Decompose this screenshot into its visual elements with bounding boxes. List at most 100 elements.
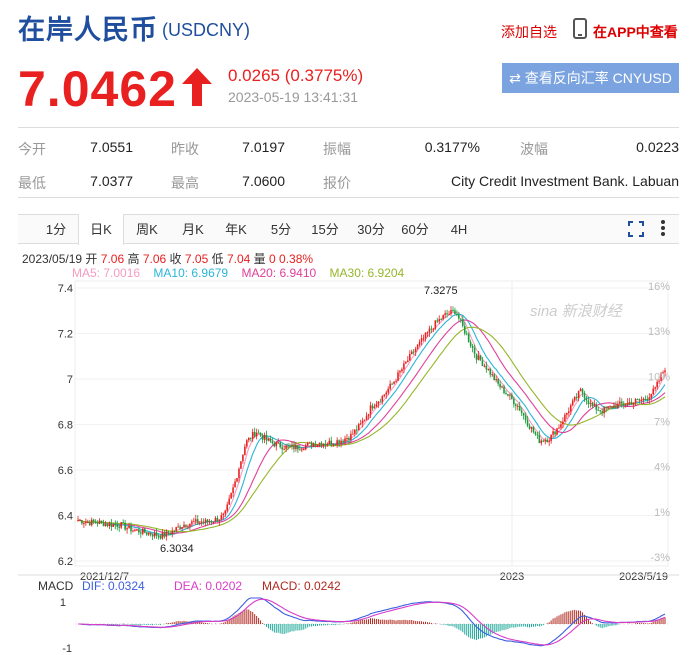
- candle-body: [573, 397, 576, 401]
- candle-body: [473, 347, 476, 354]
- candle-body: [575, 397, 578, 399]
- candle-body: [540, 440, 543, 444]
- tab-60min[interactable]: 60分: [401, 222, 429, 237]
- candle-body: [265, 435, 268, 441]
- candle-body: [660, 373, 662, 381]
- candle-body: [87, 522, 89, 524]
- x-tick-label: 2023/5/19: [619, 571, 668, 583]
- macd-title: MACD: [38, 579, 74, 593]
- candle-body: [495, 379, 497, 381]
- more-icon[interactable]: [660, 219, 666, 237]
- candle-body: [454, 310, 456, 314]
- candle-body: [493, 374, 496, 381]
- candle-body: [393, 381, 395, 384]
- ohlc-vol: 0: [269, 252, 276, 266]
- tab-4h[interactable]: 4H: [450, 222, 468, 237]
- macd-ytick: 1: [60, 597, 66, 609]
- ohlc-high-label: 高: [127, 252, 140, 266]
- candle-body: [149, 532, 152, 535]
- candle-body: [613, 405, 615, 409]
- candle-body: [444, 313, 446, 316]
- candle-body: [242, 454, 244, 462]
- candle-body: [287, 445, 289, 447]
- candle-body: [548, 440, 550, 442]
- candle-body: [350, 433, 352, 440]
- tab-1min[interactable]: 1分: [45, 222, 67, 237]
- tab-daily-k[interactable]: 日K: [78, 214, 124, 245]
- candle-body: [446, 313, 448, 315]
- candle-body: [556, 428, 558, 435]
- candle-body: [214, 517, 217, 523]
- kline-chart[interactable]: sina 新浪财经 7.4 7.2 7 6.8 6.6 6.4 6.2 16% 13% 10% 7…: [0, 278, 695, 655]
- candle-body: [379, 401, 382, 403]
- candle-body: [458, 314, 460, 319]
- candle-body: [357, 424, 360, 431]
- candle-body: [167, 531, 170, 534]
- candle-body: [187, 526, 189, 528]
- reverse-rate-button[interactable]: ⇄ 查看反向汇率 CNYUSD: [502, 63, 679, 93]
- candle-body: [155, 532, 158, 536]
- candle-body: [436, 320, 439, 322]
- candle-body: [273, 443, 276, 447]
- candle-body: [632, 402, 635, 405]
- candle-body: [143, 528, 146, 533]
- dif-line: [78, 597, 666, 647]
- ma5-label: MA5: 7.0016: [72, 266, 141, 280]
- candle-body: [505, 393, 507, 395]
- tab-yearly-k[interactable]: 年K: [225, 222, 247, 237]
- candle-body: [407, 360, 409, 362]
- fullscreen-icon[interactable]: [628, 221, 644, 237]
- candle-body: [126, 528, 128, 530]
- candle-body: [92, 519, 95, 522]
- candle-body: [261, 435, 264, 440]
- tab-5min[interactable]: 5分: [270, 222, 292, 237]
- y-tick-label: 7.4: [58, 283, 73, 295]
- ohlc-close: 7.05: [184, 252, 209, 266]
- candle-body: [481, 360, 484, 367]
- ohlc-close-label: 收: [169, 252, 182, 266]
- candle-body: [81, 520, 83, 524]
- candle-body: [377, 401, 380, 405]
- ohlc-date: 2023/05/19: [22, 252, 83, 266]
- candle-body: [410, 351, 413, 355]
- candle-body: [514, 404, 517, 406]
- tab-30min[interactable]: 30分: [357, 222, 385, 237]
- candle-body: [483, 365, 486, 367]
- add-favorite-button[interactable]: 添加自选: [501, 24, 557, 40]
- candle-body: [442, 315, 444, 320]
- candle-body: [434, 320, 437, 329]
- y-tick-label: 6.8: [58, 420, 73, 432]
- candle-body: [285, 445, 287, 449]
- candle-body: [283, 448, 285, 450]
- period-tabs: 1分 日K 周K 月K 年K 5分 15分 30分 60分 4H: [18, 214, 679, 245]
- candle-body: [354, 429, 356, 434]
- view-in-app-link[interactable]: 在APP中查看: [593, 24, 678, 40]
- candle-body: [414, 348, 417, 352]
- candle-body: [163, 532, 166, 537]
- candle-body: [587, 400, 590, 404]
- candle-body: [83, 523, 85, 525]
- candle-body: [293, 444, 295, 450]
- candle-body: [128, 525, 130, 529]
- candle-body: [359, 423, 362, 425]
- candle-body: [299, 449, 301, 451]
- candle-body: [218, 519, 221, 522]
- candle-body: [114, 524, 117, 526]
- candle-body: [640, 399, 643, 401]
- candle-body: [522, 412, 525, 416]
- stat-label-range: 波幅: [520, 141, 548, 157]
- candle-body: [226, 504, 229, 511]
- tab-monthly-k[interactable]: 月K: [182, 222, 204, 237]
- macd-dea: DEA: 0.0202: [174, 579, 242, 593]
- tab-weekly-k[interactable]: 周K: [136, 222, 158, 237]
- tab-15min[interactable]: 15分: [311, 222, 339, 237]
- stat-label-open: 今开: [18, 141, 46, 157]
- candle-body: [106, 523, 109, 526]
- candle-body: [310, 442, 313, 447]
- candle-body: [591, 402, 594, 407]
- phone-icon[interactable]: [573, 18, 587, 39]
- candle-body: [420, 338, 423, 342]
- candle-body: [487, 368, 490, 370]
- candle-body: [193, 521, 195, 523]
- candle-body: [98, 520, 101, 524]
